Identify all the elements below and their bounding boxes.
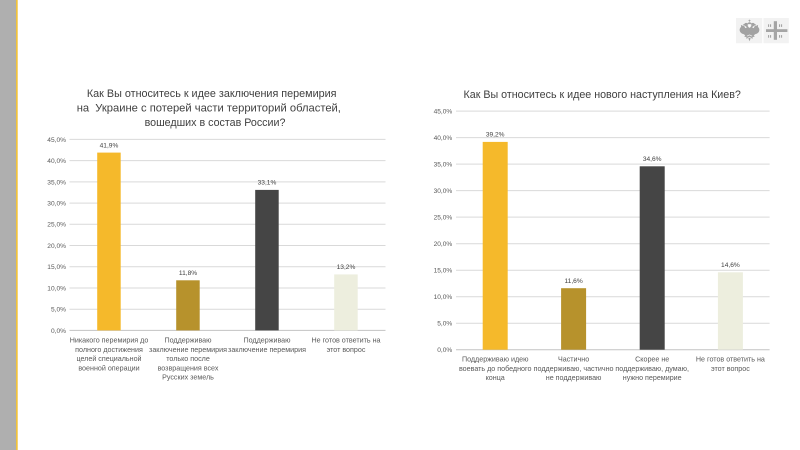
- svg-text:20,0%: 20,0%: [434, 241, 453, 248]
- svg-text:45,0%: 45,0%: [47, 137, 66, 144]
- svg-text:заключение перемирия: заключение перемирия: [149, 346, 227, 354]
- svg-text:только после: только после: [166, 355, 210, 363]
- svg-text:возвращения всех: возвращения всех: [158, 364, 219, 372]
- svg-text:вошедших в состав России?: вошедших в состав России?: [145, 117, 286, 129]
- svg-text:14,6%: 14,6%: [721, 262, 740, 269]
- svg-text:Поддерживаю: Поддерживаю: [243, 337, 291, 345]
- svg-text:Не готов ответить на: Не готов ответить на: [312, 337, 381, 345]
- svg-text:Поддерживаю идею: Поддерживаю идею: [462, 356, 529, 364]
- svg-text:поддерживаю, частично: поддерживаю, частично: [534, 365, 614, 373]
- svg-text:нужно перемирие: нужно перемирие: [623, 374, 682, 382]
- svg-text:конца: конца: [486, 374, 505, 382]
- svg-text:5,0%: 5,0%: [51, 307, 66, 314]
- svg-text:Как Вы относитесь к идее заклю: Как Вы относитесь к идее заключения пере…: [87, 88, 337, 100]
- svg-text:военной операции: военной операции: [78, 364, 139, 372]
- svg-text:15,0%: 15,0%: [47, 264, 66, 271]
- svg-text:11,6%: 11,6%: [564, 278, 582, 285]
- svg-text:Поддерживаю: Поддерживаю: [164, 337, 212, 345]
- svg-text:15,0%: 15,0%: [434, 268, 453, 275]
- svg-text:13,2%: 13,2%: [337, 264, 356, 271]
- svg-text:0,0%: 0,0%: [51, 328, 66, 335]
- svg-text:34,6%: 34,6%: [643, 156, 662, 163]
- svg-text:11,8%: 11,8%: [179, 270, 197, 277]
- svg-text:40,0%: 40,0%: [434, 135, 453, 142]
- svg-text:заключение перемирия: заключение перемирия: [228, 346, 306, 354]
- svg-text:этот вопрос: этот вопрос: [327, 346, 366, 354]
- svg-text:40,0%: 40,0%: [47, 158, 66, 165]
- svg-text:33,1%: 33,1%: [258, 180, 277, 187]
- svg-text:30,0%: 30,0%: [47, 201, 66, 208]
- svg-text:Не готов ответить на: Не готов ответить на: [696, 356, 765, 364]
- svg-text:25,0%: 25,0%: [434, 215, 453, 222]
- svg-text:35,0%: 35,0%: [434, 162, 453, 169]
- svg-text:целей специальной: целей специальной: [76, 355, 141, 363]
- svg-text:10,0%: 10,0%: [47, 285, 66, 292]
- svg-text:Как Вы относитесь к идее новог: Как Вы относитесь к идее нового наступле…: [464, 89, 741, 101]
- svg-text:Русских земель: Русских земель: [162, 374, 214, 382]
- svg-text:25,0%: 25,0%: [47, 222, 66, 229]
- svg-text:воевать до победного: воевать до победного: [459, 365, 531, 373]
- svg-text:не поддерживаю: не поддерживаю: [546, 374, 602, 382]
- svg-text:39,2%: 39,2%: [486, 132, 505, 139]
- svg-text:поддерживаю, думаю,: поддерживаю, думаю,: [615, 365, 689, 373]
- svg-text:30,0%: 30,0%: [434, 188, 453, 195]
- svg-text:41,9%: 41,9%: [100, 142, 119, 149]
- svg-text:полного достижения: полного достижения: [75, 346, 143, 354]
- svg-text:Никакого перемирия до: Никакого перемирия до: [70, 337, 149, 345]
- svg-text:этот вопрос: этот вопрос: [711, 365, 750, 373]
- svg-text:35,0%: 35,0%: [47, 179, 66, 186]
- svg-text:10,0%: 10,0%: [434, 294, 453, 301]
- svg-text:20,0%: 20,0%: [47, 243, 66, 250]
- svg-text:на Украине с потерей части те: на Украине с потерей части территорий об…: [77, 102, 341, 114]
- svg-text:0,0%: 0,0%: [437, 347, 452, 354]
- svg-text:Скорее не: Скорее не: [635, 356, 669, 364]
- svg-text:45,0%: 45,0%: [434, 109, 453, 116]
- svg-text:Частично: Частично: [558, 356, 589, 364]
- svg-text:5,0%: 5,0%: [437, 321, 452, 328]
